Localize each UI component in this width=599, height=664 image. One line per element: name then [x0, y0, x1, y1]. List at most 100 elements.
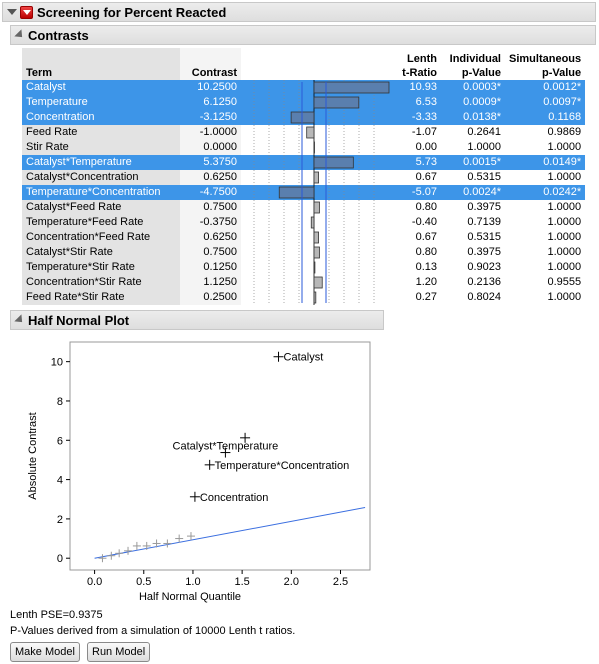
x-tick-label: 2.5 [333, 576, 348, 588]
plot-point [142, 541, 151, 550]
term-cell: Temperature*Feed Rate [22, 215, 180, 230]
bar-cell [241, 170, 391, 185]
y-tick-label: 2 [57, 514, 63, 526]
table-row[interactable]: Temperature*Stir Rate 0.1250 0.13 0.9023 1.0… [22, 260, 585, 275]
table-row[interactable]: Temperature*Concentration -4.7500 -5.07 0.0… [22, 185, 586, 200]
table-row[interactable]: Catalyst*Concentration 0.6250 0.67 0.5315 1.… [22, 170, 585, 185]
individual-pvalue-cell: 0.2641 [467, 126, 501, 138]
bar-cell [241, 95, 391, 110]
lenth-cell: 0.80 [415, 246, 437, 258]
collapse-triangle-icon[interactable] [14, 29, 26, 41]
simultaneous-pvalue-cell: 1.0000 [547, 201, 582, 213]
lenth-cell: 6.53 [391, 95, 441, 110]
plot-point [98, 554, 107, 563]
plot-point [204, 459, 215, 470]
contrast-cell: 0.1250 [180, 260, 241, 275]
plot-point [115, 549, 124, 558]
col-individual[interactable]: Individual p-Value [441, 48, 505, 80]
collapse-triangle-icon[interactable] [14, 314, 26, 326]
term-cell: Temperature*Stir Rate [22, 260, 180, 275]
individual-pvalue-cell: 1.0000 [467, 141, 501, 153]
term-cell: Feed Rate [22, 125, 180, 140]
table-row[interactable]: Catalyst*Stir Rate 0.7500 0.80 0.3975 1.0000 [22, 245, 585, 260]
red-triangle-menu-icon[interactable] [20, 5, 33, 19]
individual-pvalue-cell: 0.9023 [467, 261, 501, 273]
contrast-cell: 6.1250 [180, 95, 241, 110]
lenth-cell: 5.73 [391, 155, 441, 170]
table-row[interactable]: Stir Rate 0.0000 0.00 1.0000 1.0000 [22, 140, 585, 155]
lenth-cell: 1.20 [415, 276, 437, 288]
plot-point [124, 546, 133, 555]
individual-pvalue-cell: 0.2136 [467, 276, 501, 288]
bar-cell [241, 155, 391, 170]
lenth-cell: -0.40 [411, 216, 437, 228]
bar-cell [241, 125, 391, 140]
col-sim-line1: Simultaneous [509, 53, 582, 65]
individual-pvalue-cell: 0.7139 [467, 216, 501, 228]
simultaneous-pvalue-cell: 1.0000 [547, 261, 582, 273]
col-ind-line1: Individual [449, 53, 501, 65]
bar-cell [241, 140, 391, 155]
table-row[interactable]: Feed Rate*Stir Rate 0.2500 0.27 0.8024 1.000… [22, 290, 585, 305]
individual-pvalue-cell: 0.0015* [441, 155, 505, 170]
col-contrast[interactable]: Contrast [180, 48, 241, 80]
col-ind-line2: p-Value [461, 67, 501, 79]
contrasts-header[interactable]: Contrasts [10, 25, 596, 45]
contrast-cell: 0.7500 [180, 200, 241, 215]
table-row[interactable]: Temperature*Feed Rate -0.3750 -0.40 0.7139 1… [22, 215, 585, 230]
table-row[interactable]: Feed Rate -1.0000 -1.07 0.2641 0.9869 [22, 125, 585, 140]
bar-cell [241, 290, 391, 305]
table-row[interactable]: Temperature 6.1250 6.53 0.0009* 0.0097* [22, 95, 586, 110]
bar-cell [241, 245, 391, 260]
term-cell: Catalyst*Concentration [22, 170, 180, 185]
lenth-cell: -1.07 [411, 126, 437, 138]
y-tick-label: 4 [57, 475, 63, 487]
plot-point [273, 351, 284, 362]
lenth-cell: -3.33 [391, 110, 441, 125]
simultaneous-pvalue-cell: 1.0000 [547, 231, 582, 243]
table-row[interactable]: Concentration*Feed Rate 0.6250 0.67 0.5315 1… [22, 230, 585, 245]
col-term[interactable]: Term [22, 48, 180, 80]
half-normal-title: Half Normal Plot [28, 312, 130, 328]
y-tick-label: 0 [57, 553, 63, 565]
lenth-cell: 0.00 [415, 141, 437, 153]
simultaneous-pvalue-cell: 1.0000 [547, 216, 582, 228]
contrast-cell: 5.3750 [180, 155, 241, 170]
term-cell: Feed Rate*Stir Rate [22, 290, 180, 305]
make-model-button[interactable]: Make Model [10, 642, 80, 662]
bar-cell [241, 275, 391, 290]
individual-pvalue-cell: 0.5315 [467, 171, 501, 183]
x-tick-label: 1.0 [185, 576, 200, 588]
table-row[interactable]: Catalyst 10.2500 10.93 0.0003* 0.0012* [22, 80, 586, 95]
table-row[interactable]: Concentration -3.1250 -3.33 0.0138* 0.1168 [22, 110, 586, 125]
run-model-button[interactable]: Run Model [87, 642, 151, 662]
plot-point [189, 491, 200, 502]
term-cell: Concentration [22, 110, 180, 125]
contrast-cell: 0.6250 [180, 230, 241, 245]
table-row[interactable]: Catalyst*Temperature 5.3750 5.73 0.0015* 0.0… [22, 155, 586, 170]
term-cell: Catalyst*Feed Rate [22, 200, 180, 215]
reference-line [94, 507, 366, 559]
table-header-row: Term Contrast Lenth t-Ratio Individual p-V… [22, 48, 586, 80]
table-row[interactable]: Concentration*Stir Rate 1.1250 1.20 0.2136 0… [22, 275, 585, 290]
contrast-cell: 10.2500 [180, 80, 241, 95]
col-simultaneous[interactable]: Simultaneous p-Value [505, 48, 586, 80]
lenth-cell: 0.27 [415, 291, 437, 303]
lenth-pse: Lenth PSE=0.9375 [10, 609, 103, 621]
half-normal-header[interactable]: Half Normal Plot [10, 310, 384, 330]
contrast-cell: 1.1250 [180, 275, 241, 290]
col-lenth[interactable]: Lenth t-Ratio [391, 48, 441, 80]
simultaneous-pvalue-cell: 0.1168 [505, 110, 586, 125]
table-row[interactable]: Catalyst*Feed Rate 0.7500 0.80 0.3975 1.0000 [22, 200, 585, 215]
bar-cell [241, 80, 391, 95]
half-normal-plot: 0.0 0.5 1.0 1.5 2.0 2.5 0 2 4 6 8 10 Half Normal Qua… [27, 341, 371, 603]
report-header[interactable]: Screening for Percent Reacted [2, 2, 596, 22]
contrast-cell: -0.3750 [180, 215, 241, 230]
point-label: Catalyst [284, 352, 324, 364]
contrasts-table: Term Contrast Lenth t-Ratio Individual p-V… [22, 48, 586, 305]
term-cell: Temperature*Concentration [22, 185, 180, 200]
point-label: Concentration [200, 492, 269, 504]
plot-point [220, 447, 231, 458]
plot-point [186, 532, 195, 541]
collapse-triangle-icon[interactable] [7, 9, 17, 15]
